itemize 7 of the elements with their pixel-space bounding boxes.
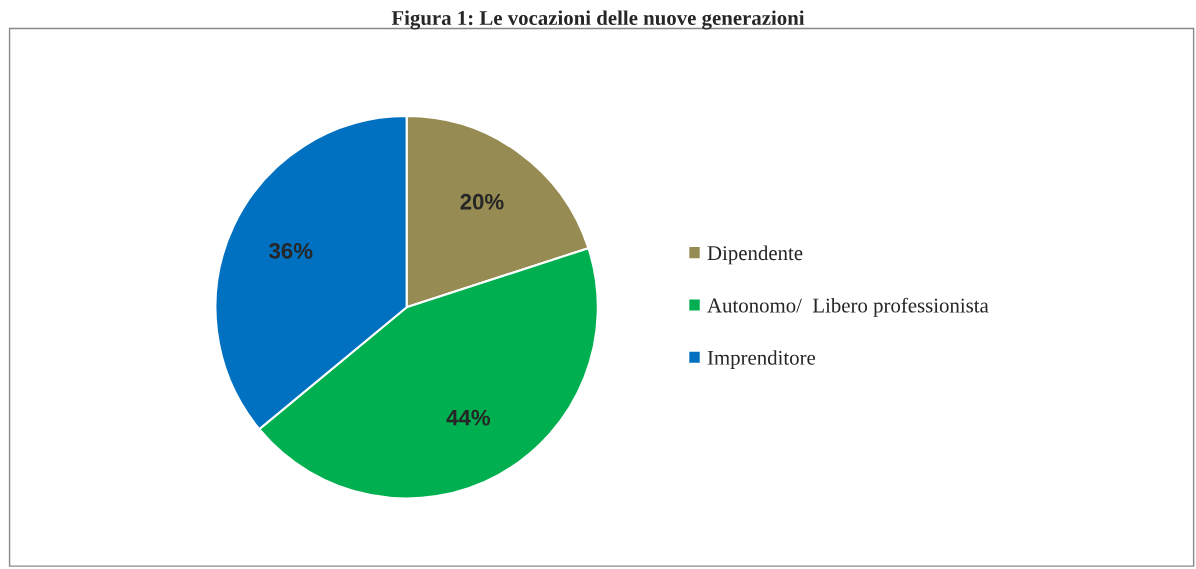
legend-label: Autonomo/ Libero professionista <box>707 297 989 317</box>
legend-label: Imprenditore <box>707 350 816 370</box>
data-label: 20% <box>460 193 504 210</box>
legend-label: Dipendente <box>707 245 803 265</box>
data-label: 36% <box>269 242 313 259</box>
chart-title: Figura 1: Le vocazioni delle nuove generazioni <box>391 10 805 30</box>
data-label: 44% <box>446 409 490 426</box>
